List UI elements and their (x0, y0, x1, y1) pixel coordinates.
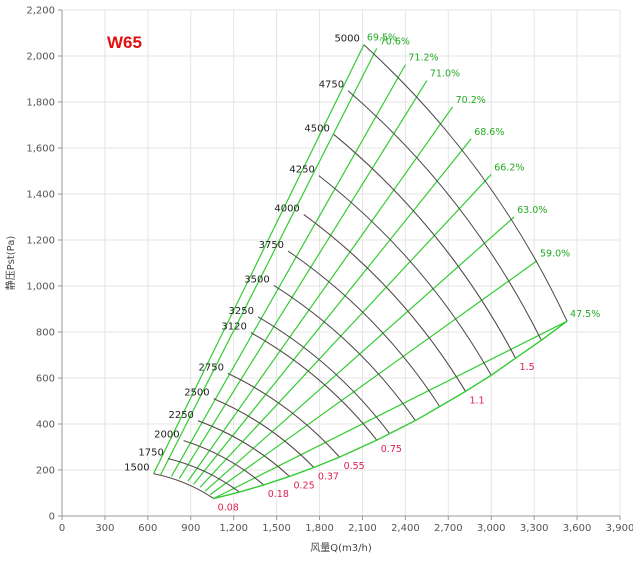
speed-curve (303, 214, 466, 392)
efficiency-label: 70.2% (456, 95, 486, 106)
efficiency-line (193, 138, 472, 485)
speed-curve (333, 134, 516, 359)
y-tick-label: 800 (36, 328, 55, 339)
speed-label: 1500 (124, 463, 149, 474)
efficiency-label: 71.2% (408, 53, 438, 64)
efficiency-label: 47.5% (570, 309, 600, 320)
efficiency-line (199, 174, 492, 488)
x-tick-label: 300 (95, 523, 114, 534)
efficiency-label: 69.5% (367, 33, 397, 44)
x-tick-label: 1,200 (219, 523, 248, 534)
speed-label: 5000 (334, 34, 359, 45)
y-tick-label: 200 (36, 466, 55, 477)
speed-curve (257, 316, 391, 434)
y-tick-label: 1,400 (26, 190, 55, 201)
efficiency-line (187, 106, 454, 482)
power-label: 1.1 (469, 395, 484, 406)
efficiency-label: 59.0% (540, 249, 570, 260)
power-label: 0.75 (381, 444, 402, 455)
power-label: 0.37 (318, 471, 339, 482)
efficiency-label: 66.2% (494, 162, 524, 173)
x-tick-label: 3,600 (563, 523, 592, 534)
speed-curve (167, 458, 240, 493)
x-tick-label: 1,800 (305, 523, 334, 534)
efficiency-label: 68.6% (474, 127, 504, 138)
speed-curve (227, 372, 340, 458)
y-tick-label: 1,200 (26, 236, 55, 247)
power-label: 0.18 (268, 489, 289, 500)
x-axis-title: 风量Q(m3/h) (310, 542, 372, 554)
speed-label: 3500 (244, 274, 269, 285)
y-axis-title: 静压Pst(Pa) (4, 236, 17, 291)
efficiency-label: 70.6% (380, 36, 410, 47)
speed-label: 3120 (221, 322, 246, 333)
speed-label: 3750 (259, 240, 284, 251)
x-tick-label: 600 (138, 523, 157, 534)
speed-label: 4250 (289, 165, 314, 176)
y-tick-label: 400 (36, 420, 55, 431)
power-label: 1.5 (520, 362, 535, 373)
x-tick-label: 900 (181, 523, 200, 534)
y-tick-label: 1,000 (26, 282, 55, 293)
speed-label: 3250 (229, 306, 254, 317)
speed-label: 2250 (168, 410, 193, 421)
speed-label: 1750 (138, 448, 163, 459)
x-tick-label: 2,100 (348, 523, 377, 534)
y-tick-label: 2,000 (26, 52, 55, 63)
speed-curve (273, 284, 416, 421)
speed-label: 4000 (274, 203, 299, 214)
efficiency-line (178, 80, 428, 479)
efficiency-line (153, 44, 365, 474)
speed-label: 2000 (154, 430, 179, 441)
power-curve (303, 213, 466, 392)
power-label: 0.55 (344, 461, 365, 472)
speed-curve (183, 440, 265, 486)
speed-curve (347, 90, 542, 341)
speed-curve (153, 473, 214, 499)
speed-curve (363, 44, 568, 322)
efficiency-line (213, 320, 568, 500)
y-tick-label: 0 (49, 512, 55, 523)
speed-curve (287, 250, 441, 407)
x-tick-label: 3,000 (477, 523, 506, 534)
efficiency-line (170, 64, 406, 477)
y-tick-label: 2,200 (26, 6, 55, 17)
x-tick-label: 2,700 (434, 523, 463, 534)
y-tick-label: 1,800 (26, 98, 55, 109)
model-title: W65 (107, 33, 142, 52)
speed-label: 2750 (199, 362, 224, 373)
efficiency-line (160, 48, 378, 475)
power-label: 0.25 (293, 480, 314, 491)
x-tick-label: 3,300 (520, 523, 549, 534)
speed-curve (250, 332, 378, 441)
x-tick-label: 2,400 (391, 523, 420, 534)
y-tick-label: 1,600 (26, 144, 55, 155)
speed-label: 4750 (319, 80, 344, 91)
power-curve (153, 473, 214, 500)
speed-label: 4500 (304, 123, 329, 134)
efficiency-label: 63.0% (517, 205, 547, 216)
speed-curve (213, 398, 315, 468)
x-tick-label: 0 (59, 523, 65, 534)
speed-curve (197, 420, 290, 477)
y-tick-label: 600 (36, 374, 55, 385)
efficiency-label: 71.0% (430, 69, 460, 80)
speed-label: 2500 (184, 388, 209, 399)
envelope-curve (213, 320, 568, 500)
x-tick-label: 3,900 (606, 523, 633, 534)
x-tick-label: 1,500 (262, 523, 291, 534)
speed-curve (318, 175, 492, 376)
power-label: 0.08 (218, 503, 239, 514)
